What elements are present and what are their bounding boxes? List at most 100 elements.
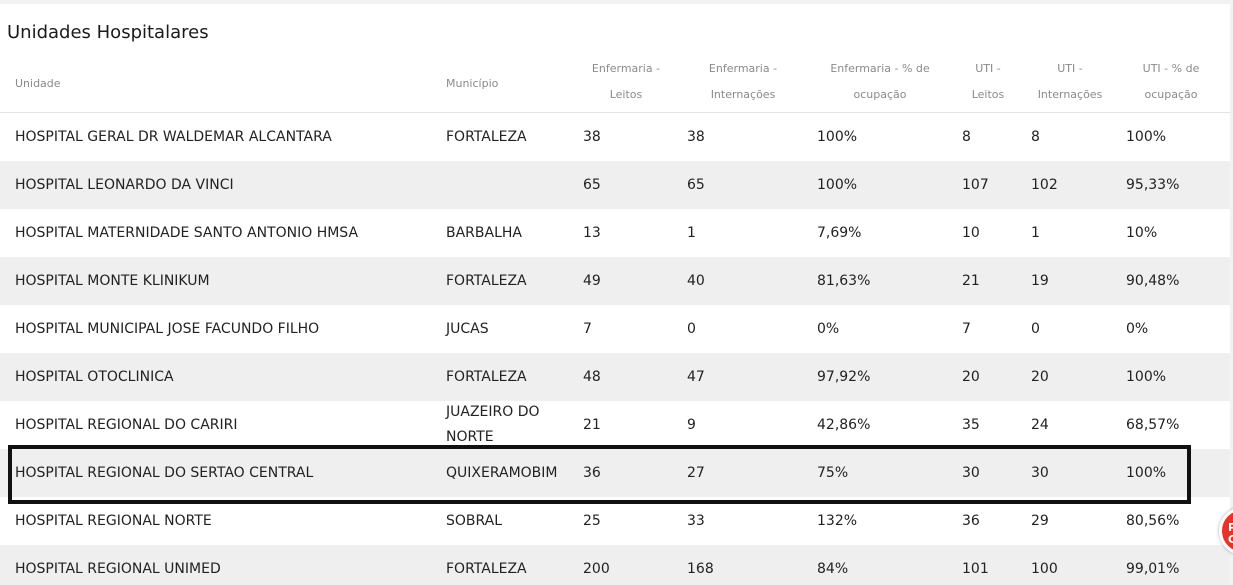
cell-uti-ocupacao: 100% bbox=[1126, 129, 1167, 145]
cell-uti-internacoes: 19 bbox=[1031, 273, 1049, 289]
cell-uti-leitos: 8 bbox=[962, 129, 971, 145]
cell-municipio: FORTALEZA bbox=[446, 273, 527, 289]
header-uti-leitos-line1: UTI - bbox=[975, 62, 1001, 75]
table-body: HOSPITAL GERAL DR WALDEMAR ALCANTARA FOR… bbox=[0, 113, 1230, 585]
header-enfermaria-internacoes-line2: Internações bbox=[710, 88, 776, 101]
cell-unidade: HOSPITAL REGIONAL UNIMED bbox=[15, 561, 221, 577]
cell-uti-leitos: 10 bbox=[962, 225, 980, 241]
table-row[interactable]: HOSPITAL MUNICIPAL JOSE FACUNDO FILHO JU… bbox=[0, 305, 1230, 353]
cell-enfermaria-ocupacao: 84% bbox=[817, 561, 849, 577]
badge-text-line1: P bbox=[1228, 521, 1233, 534]
cell-municipio: SOBRAL bbox=[446, 513, 503, 529]
header-uti-internacoes-line2: Internações bbox=[1037, 88, 1103, 101]
cell-unidade: HOSPITAL GERAL DR WALDEMAR ALCANTARA bbox=[15, 129, 332, 145]
cell-uti-leitos: 107 bbox=[962, 177, 989, 193]
cell-enfermaria-internacoes: 168 bbox=[687, 561, 714, 577]
header-uti-leitos-line2: Leitos bbox=[971, 88, 1005, 101]
header-enfermaria-ocupacao-line1: Enfermaria - % de bbox=[830, 62, 930, 75]
header-enfermaria-ocupacao-line2: ocupação bbox=[853, 88, 907, 101]
cell-enfermaria-ocupacao: 132% bbox=[817, 513, 858, 529]
cell-municipio: FORTALEZA bbox=[446, 129, 527, 145]
cell-uti-ocupacao: 95,33% bbox=[1126, 177, 1180, 193]
table-row[interactable]: HOSPITAL MONTE KLINIKUM FORTALEZA 49 40 … bbox=[0, 257, 1230, 305]
cell-uti-ocupacao: 100% bbox=[1126, 465, 1167, 481]
table-row[interactable]: HOSPITAL MATERNIDADE SANTO ANTONIO HMSA … bbox=[0, 209, 1230, 257]
cell-unidade: HOSPITAL MONTE KLINIKUM bbox=[15, 273, 210, 289]
header-uti-ocupacao-line1: UTI - % de bbox=[1142, 62, 1200, 75]
cell-enfermaria-leitos: 200 bbox=[583, 561, 610, 577]
cell-enfermaria-leitos: 13 bbox=[583, 225, 601, 241]
cell-uti-internacoes: 100 bbox=[1031, 561, 1058, 577]
cell-enfermaria-internacoes: 47 bbox=[687, 369, 705, 385]
cell-uti-internacoes: 29 bbox=[1031, 513, 1049, 529]
table-row[interactable]: HOSPITAL OTOCLINICA FORTALEZA 48 47 97,9… bbox=[0, 353, 1230, 401]
table-row[interactable]: HOSPITAL REGIONAL NORTE SOBRAL 25 33 132… bbox=[0, 497, 1230, 545]
cell-enfermaria-internacoes: 40 bbox=[687, 273, 705, 289]
table-header: Unidade Município Enfermaria - Leitos En… bbox=[0, 56, 1230, 113]
badge-text-line2: C bbox=[1228, 533, 1233, 546]
cell-uti-leitos: 35 bbox=[962, 417, 980, 433]
cell-unidade: HOSPITAL REGIONAL DO SERTAO CENTRAL bbox=[15, 465, 314, 481]
cell-unidade: HOSPITAL REGIONAL DO CARIRI bbox=[15, 417, 238, 433]
header-uti-internacoes-line1: UTI - bbox=[1057, 62, 1083, 75]
cell-unidade: HOSPITAL MUNICIPAL JOSE FACUNDO FILHO bbox=[15, 321, 320, 337]
cell-unidade: HOSPITAL MATERNIDADE SANTO ANTONIO HMSA bbox=[15, 225, 359, 241]
cell-enfermaria-ocupacao: 97,92% bbox=[817, 369, 871, 385]
header-enfermaria-ocupacao[interactable]: Enfermaria - % de ocupação bbox=[815, 56, 945, 112]
cell-enfermaria-internacoes: 0 bbox=[687, 321, 696, 337]
header-enfermaria-leitos[interactable]: Enfermaria - Leitos bbox=[576, 56, 676, 112]
header-uti-leitos[interactable]: UTI - Leitos bbox=[958, 56, 1018, 112]
table-row[interactable]: HOSPITAL LEONARDO DA VINCI 65 65 100% 10… bbox=[0, 161, 1230, 209]
cell-enfermaria-leitos: 7 bbox=[583, 321, 592, 337]
header-enfermaria-leitos-line2: Leitos bbox=[609, 88, 643, 101]
cell-uti-leitos: 20 bbox=[962, 369, 980, 385]
table-row[interactable]: HOSPITAL GERAL DR WALDEMAR ALCANTARA FOR… bbox=[0, 113, 1230, 161]
cell-uti-internacoes: 1 bbox=[1031, 225, 1040, 241]
cell-uti-leitos: 7 bbox=[962, 321, 971, 337]
cell-enfermaria-leitos: 36 bbox=[583, 465, 601, 481]
cell-enfermaria-internacoes: 38 bbox=[687, 129, 705, 145]
cell-enfermaria-leitos: 21 bbox=[583, 417, 601, 433]
cell-uti-ocupacao: 10% bbox=[1126, 225, 1158, 241]
cell-uti-internacoes: 0 bbox=[1031, 321, 1040, 337]
cell-uti-ocupacao: 80,56% bbox=[1126, 513, 1180, 529]
cell-uti-internacoes: 20 bbox=[1031, 369, 1049, 385]
cell-uti-internacoes: 102 bbox=[1031, 177, 1058, 193]
cell-municipio: QUIXERAMOBIM bbox=[446, 465, 558, 481]
table-row[interactable]: HOSPITAL REGIONAL UNIMED FORTALEZA 200 1… bbox=[0, 545, 1230, 585]
cell-enfermaria-ocupacao: 0% bbox=[817, 321, 840, 337]
cell-enfermaria-internacoes: 33 bbox=[687, 513, 705, 529]
cell-enfermaria-internacoes: 9 bbox=[687, 417, 696, 433]
table-row-highlighted[interactable]: HOSPITAL REGIONAL DO SERTAO CENTRAL QUIX… bbox=[0, 449, 1230, 497]
header-municipio[interactable]: Município bbox=[446, 77, 499, 90]
header-uti-internacoes[interactable]: UTI - Internações bbox=[1030, 56, 1110, 112]
cell-enfermaria-ocupacao: 42,86% bbox=[817, 417, 871, 433]
cell-municipio: FORTALEZA bbox=[446, 561, 527, 577]
cell-enfermaria-internacoes: 65 bbox=[687, 177, 705, 193]
cell-uti-internacoes: 30 bbox=[1031, 465, 1049, 481]
cell-uti-ocupacao: 68,57% bbox=[1126, 417, 1180, 433]
table-row[interactable]: HOSPITAL REGIONAL DO CARIRI JUAZEIRO DO … bbox=[0, 401, 1230, 449]
header-unidade[interactable]: Unidade bbox=[15, 77, 61, 90]
cell-municipio: BARBALHA bbox=[446, 225, 522, 241]
cell-uti-internacoes: 8 bbox=[1031, 129, 1040, 145]
cell-enfermaria-ocupacao: 75% bbox=[817, 465, 849, 481]
cell-uti-leitos: 36 bbox=[962, 513, 980, 529]
header-enfermaria-internacoes[interactable]: Enfermaria - Internações bbox=[693, 56, 793, 112]
cell-enfermaria-ocupacao: 81,63% bbox=[817, 273, 871, 289]
header-uti-ocupacao[interactable]: UTI - % de ocupação bbox=[1126, 56, 1216, 112]
cell-enfermaria-leitos: 25 bbox=[583, 513, 601, 529]
cell-enfermaria-leitos: 38 bbox=[583, 129, 601, 145]
cell-uti-leitos: 21 bbox=[962, 273, 980, 289]
cell-enfermaria-leitos: 49 bbox=[583, 273, 601, 289]
cell-uti-ocupacao: 0% bbox=[1126, 321, 1149, 337]
cell-unidade: HOSPITAL OTOCLINICA bbox=[15, 369, 174, 385]
header-enfermaria-internacoes-line1: Enfermaria - bbox=[708, 62, 778, 75]
cell-enfermaria-leitos: 48 bbox=[583, 369, 601, 385]
cell-municipio: JUCAS bbox=[446, 321, 489, 337]
cell-uti-leitos: 30 bbox=[962, 465, 980, 481]
cell-enfermaria-internacoes: 27 bbox=[687, 465, 705, 481]
cell-enfermaria-internacoes: 1 bbox=[687, 225, 696, 241]
page-title: Unidades Hospitalares bbox=[7, 22, 209, 43]
cell-uti-ocupacao: 90,48% bbox=[1126, 273, 1180, 289]
